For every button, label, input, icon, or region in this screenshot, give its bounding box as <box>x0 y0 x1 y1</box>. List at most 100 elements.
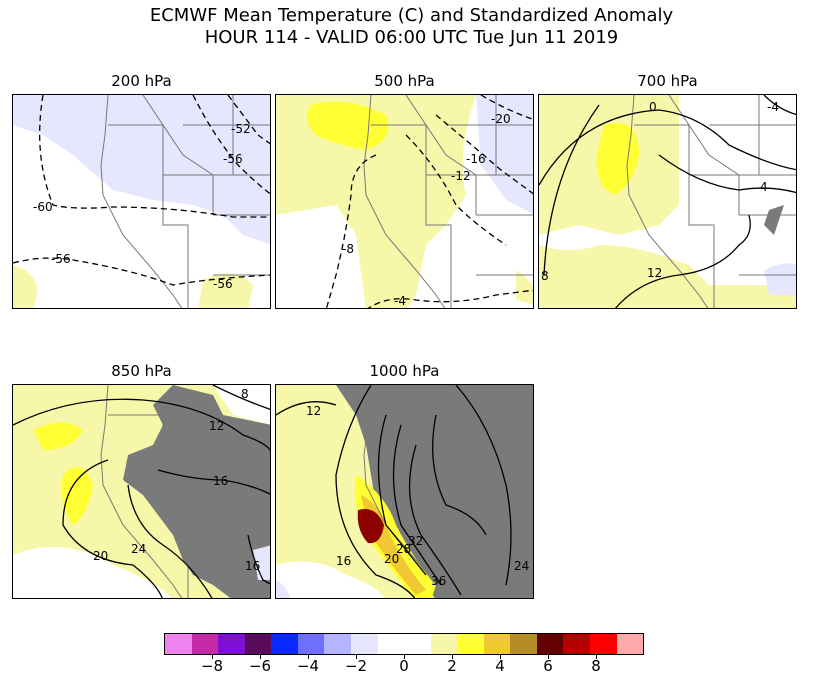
colorbar-swatch <box>404 634 431 654</box>
contour-line <box>13 398 270 452</box>
colorbar-tick-mark <box>452 655 453 659</box>
contour-label: 28 <box>396 542 411 556</box>
state-borders <box>363 385 452 598</box>
contour-label: -16 <box>466 152 486 166</box>
colorbar-tick-label: 0 <box>399 657 409 675</box>
map-panel-1000hpa: 12 16 20 28 32 36 24 <box>275 384 534 599</box>
contour-label: -12 <box>451 169 471 183</box>
contour-label: -60 <box>33 200 53 214</box>
panel-title-700: 700 hPa <box>637 72 698 90</box>
contour-line <box>377 414 427 576</box>
colorbar-swatch <box>536 634 564 654</box>
contour-label: 16 <box>213 474 228 488</box>
positive-anomaly-core <box>61 467 93 525</box>
colorbar-swatch <box>510 634 537 654</box>
figure-subtitle: HOUR 114 - VALID 06:00 UTC Tue Jun 11 20… <box>204 27 619 48</box>
contour-label: 20 <box>384 552 399 566</box>
contour-line <box>227 95 270 145</box>
colorbar-tick-label: 4 <box>495 657 505 675</box>
terrain-mask <box>123 385 270 598</box>
colorbar-tick-label: −2 <box>344 657 368 675</box>
colorbar-tick-mark <box>308 655 309 659</box>
colorbar-swatch <box>563 634 590 654</box>
neutral-area <box>213 385 270 425</box>
colorbar-swatch <box>430 634 458 654</box>
contour-line <box>247 534 270 585</box>
colorbar-tick-mark <box>356 655 357 659</box>
contour-line <box>543 104 600 276</box>
contour-label: 16 <box>336 554 351 568</box>
contour-line <box>276 401 337 416</box>
contour-line <box>455 385 512 586</box>
state-borders <box>100 95 270 308</box>
contour-line <box>614 214 751 308</box>
contour-label: 32 <box>408 534 423 548</box>
contour-label: -56 <box>213 277 233 291</box>
neutral-area <box>13 547 172 598</box>
colorbar-swatch <box>324 634 351 654</box>
neutral-area <box>276 205 366 308</box>
contour-label: 12 <box>306 404 321 418</box>
contour-line <box>435 114 533 195</box>
positive-anomaly-core <box>307 101 389 150</box>
contour-line <box>157 469 270 495</box>
negative-anomaly-shading <box>276 580 291 598</box>
map-panel-200hpa: -52 -56 -60 -56 -56 <box>12 94 271 309</box>
colorbar-swatch <box>590 634 617 654</box>
contour-line <box>405 134 507 246</box>
panel-title-500: 500 hPa <box>374 72 435 90</box>
negative-anomaly-shading <box>764 263 796 295</box>
colorbar-swatch <box>297 634 325 654</box>
colorbar-tick-label: 8 <box>591 657 601 675</box>
positive-anomaly-shading <box>516 270 533 305</box>
contour-label: 8 <box>241 387 249 401</box>
state-borders <box>100 385 214 598</box>
map-panel-700hpa: 0 -4 4 8 12 <box>538 94 797 309</box>
colorbar-tick-label: −6 <box>248 657 272 675</box>
neutral-area <box>446 235 533 308</box>
negative-anomaly-shading <box>764 205 784 235</box>
contour-line <box>127 484 213 598</box>
contour-line <box>392 424 442 586</box>
contour-line <box>325 154 377 308</box>
colorbar-swatch <box>271 634 298 654</box>
negative-anomaly-shading <box>253 545 270 580</box>
contour-label: -56 <box>51 252 71 266</box>
contour-line <box>658 154 796 194</box>
contour-label: 20 <box>93 549 108 563</box>
contour-line <box>62 459 163 598</box>
colorbar-tick-label: 6 <box>543 657 553 675</box>
contour-label: -8 <box>342 242 354 256</box>
contour-line <box>13 257 270 286</box>
contour-line <box>432 414 487 536</box>
colorbar-tick-label: −4 <box>296 657 320 675</box>
positive-anomaly-shading <box>198 273 253 308</box>
panel-title-850: 850 hPa <box>111 362 172 380</box>
contour-label: -52 <box>231 122 251 136</box>
colorbar <box>164 633 644 655</box>
contour-label: 12 <box>209 419 224 433</box>
contour-label: 4 <box>760 180 768 194</box>
colorbar-tick-mark <box>260 655 261 659</box>
colorbar-swatch <box>244 634 272 654</box>
colorbar-swatch <box>483 634 511 654</box>
colorbar-tick-mark <box>548 655 549 659</box>
contour-label: 8 <box>541 269 549 283</box>
contour-line <box>763 95 796 116</box>
contour-line <box>480 95 533 120</box>
contour-label: 16 <box>245 559 260 573</box>
panel-title-1000: 1000 hPa <box>369 362 440 380</box>
colorbar-swatch <box>377 634 405 654</box>
contour-label: -56 <box>223 152 243 166</box>
terrain-mask <box>336 385 533 598</box>
map-panel-500hpa: -20 -16 -12 -8 -4 <box>275 94 534 309</box>
colorbar-tick-label: −8 <box>200 657 224 675</box>
colorbar-swatch <box>191 634 219 654</box>
colorbar-tick-mark <box>404 655 405 659</box>
colorbar-swatch <box>457 634 484 654</box>
colorbar-swatch <box>218 634 245 654</box>
colorbar-tick-label: 2 <box>447 657 457 675</box>
contour-label: -20 <box>491 112 511 126</box>
contour-line <box>192 95 270 195</box>
contour-label: 24 <box>131 542 146 556</box>
